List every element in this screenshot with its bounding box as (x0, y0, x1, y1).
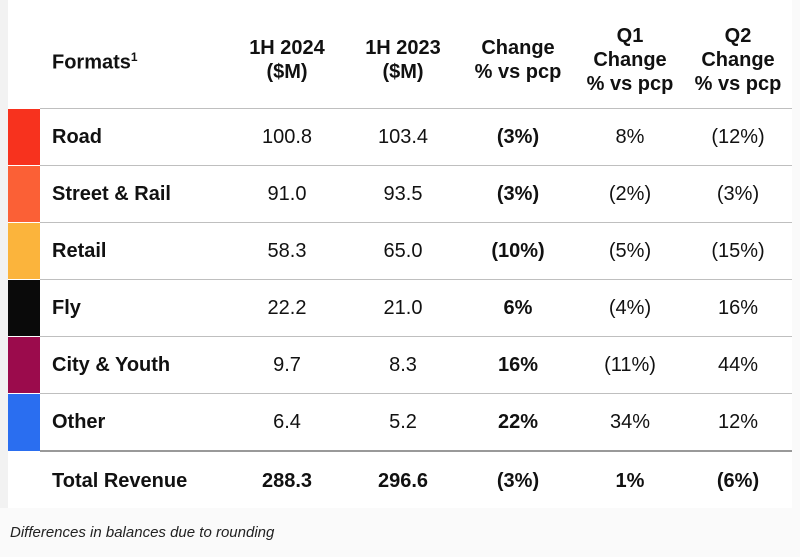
change-value: 6% (460, 279, 576, 337)
q1-header: Q1 Change % vs pcp (576, 12, 684, 109)
h1-2023-value: 93.5 (346, 165, 460, 223)
format-color-swatch (8, 393, 40, 451)
table-row: Road 100.8 103.4 (3%) 8% (12%) (8, 108, 792, 166)
h1-2024-value: 58.3 (228, 222, 346, 280)
h1-2024-value: 100.8 (228, 108, 346, 166)
h1-2024-header-line2: ($M) (266, 61, 308, 83)
h1-2023-header: 1H 2023 ($M) (346, 12, 460, 109)
q2-value: 44% (684, 336, 792, 394)
q1-value: 34% (576, 393, 684, 451)
h1-2024-value: 6.4 (228, 393, 346, 451)
format-name: Street & Rail (40, 165, 228, 223)
change-value: (10%) (460, 222, 576, 280)
format-name: Other (40, 393, 228, 451)
q2-header-line3: % vs pcp (694, 73, 782, 95)
table-row: City & Youth 9.7 8.3 16% (11%) 44% (8, 336, 792, 394)
h1-2024-header-line1: 1H 2024 (249, 37, 325, 59)
format-color-swatch (8, 336, 40, 394)
format-name: Fly (40, 279, 228, 337)
q1-value: (11%) (576, 336, 684, 394)
total-label: Total Revenue (40, 450, 228, 510)
formats-header-label: Formats (52, 51, 131, 74)
total-change: (3%) (460, 450, 576, 510)
format-name: City & Youth (40, 336, 228, 394)
total-row: Total Revenue 288.3 296.6 (3%) 1% (6%) (8, 450, 792, 510)
h1-2024-value: 9.7 (228, 336, 346, 394)
q1-value: (2%) (576, 165, 684, 223)
format-color-swatch (8, 165, 40, 223)
h1-2023-value: 65.0 (346, 222, 460, 280)
h1-2023-value: 103.4 (346, 108, 460, 166)
format-color-swatch (8, 108, 40, 166)
h1-2023-value: 5.2 (346, 393, 460, 451)
table-row: Fly 22.2 21.0 6% (4%) 16% (8, 279, 792, 337)
change-header: Change % vs pcp (460, 12, 576, 109)
q2-value: (12%) (684, 108, 792, 166)
q2-header: Q2 Change % vs pcp (684, 12, 792, 109)
q2-value: (15%) (684, 222, 792, 280)
h1-2023-header-line1: 1H 2023 (365, 37, 441, 59)
formats-header: Formats1 (40, 12, 228, 109)
change-value: 16% (460, 336, 576, 394)
format-name: Retail (40, 222, 228, 280)
total-h1-2023: 296.6 (346, 450, 460, 510)
swatch-header (8, 12, 40, 109)
table-row: Retail 58.3 65.0 (10%) (5%) (15%) (8, 222, 792, 280)
h1-2024-value: 91.0 (228, 165, 346, 223)
total-swatch-spacer (8, 451, 40, 510)
total-q1: 1% (576, 450, 684, 510)
formats-footnote-marker: 1 (130, 50, 138, 65)
q2-header-line1: Q2 (724, 25, 752, 47)
revenue-by-format-table: Formats1 1H 2024 ($M) 1H 2023 ($M) Chang… (8, 12, 792, 510)
change-value: 22% (460, 393, 576, 451)
total-q2: (6%) (684, 450, 792, 510)
q1-value: (4%) (576, 279, 684, 337)
q1-header-line2: Change (593, 49, 667, 71)
q1-value: (5%) (576, 222, 684, 280)
q2-value: (3%) (684, 165, 792, 223)
h1-2023-value: 21.0 (346, 279, 460, 337)
left-margin (0, 0, 8, 508)
change-value: (3%) (460, 108, 576, 166)
table-row: Other 6.4 5.2 22% 34% 12% (8, 393, 792, 451)
h1-2024-header: 1H 2024 ($M) (228, 12, 346, 109)
format-name: Road (40, 108, 228, 166)
format-color-swatch (8, 279, 40, 337)
q1-value: 8% (576, 108, 684, 166)
q2-header-line2: Change (701, 49, 775, 71)
change-header-line2: % vs pcp (474, 61, 562, 83)
q2-value: 12% (684, 393, 792, 451)
total-h1-2024: 288.3 (228, 450, 346, 510)
change-value: (3%) (460, 165, 576, 223)
table-header-row: Formats1 1H 2024 ($M) 1H 2023 ($M) Chang… (8, 12, 792, 109)
q2-value: 16% (684, 279, 792, 337)
rounding-footnote: Differences in balances due to rounding (10, 524, 275, 541)
table-row: Street & Rail 91.0 93.5 (3%) (2%) (3%) (8, 165, 792, 223)
q1-header-line3: % vs pcp (586, 73, 674, 95)
h1-2023-value: 8.3 (346, 336, 460, 394)
revenue-table-card: Formats1 1H 2024 ($M) 1H 2023 ($M) Chang… (8, 0, 792, 510)
format-color-swatch (8, 222, 40, 280)
change-header-line1: Change (481, 37, 555, 59)
h1-2024-value: 22.2 (228, 279, 346, 337)
q1-header-line1: Q1 (616, 25, 644, 47)
h1-2023-header-line2: ($M) (382, 61, 424, 83)
